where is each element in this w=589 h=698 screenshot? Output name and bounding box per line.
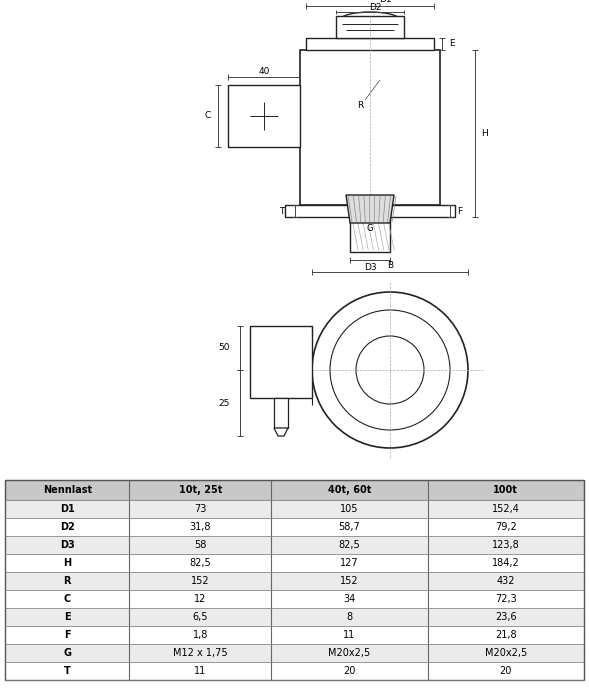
Text: Nennlast: Nennlast <box>42 485 92 495</box>
Text: 11: 11 <box>343 630 356 640</box>
Text: 82,5: 82,5 <box>339 540 360 550</box>
Text: 58: 58 <box>194 540 207 550</box>
Text: R: R <box>357 101 363 110</box>
Text: 1,8: 1,8 <box>193 630 208 640</box>
Text: 105: 105 <box>340 504 359 514</box>
Bar <box>306 38 434 50</box>
Text: 184,2: 184,2 <box>492 558 519 568</box>
Text: D1: D1 <box>60 504 75 514</box>
Text: 58,7: 58,7 <box>339 522 360 532</box>
Text: 100t: 100t <box>494 485 518 495</box>
Text: C: C <box>64 594 71 604</box>
Text: 12: 12 <box>194 594 207 604</box>
Text: D2: D2 <box>60 522 75 532</box>
Text: E: E <box>449 40 455 48</box>
Text: G: G <box>367 224 373 233</box>
Bar <box>5 536 584 554</box>
Bar <box>5 480 584 680</box>
Text: G: G <box>63 648 71 658</box>
Text: 40t, 60t: 40t, 60t <box>328 485 371 495</box>
Text: D3: D3 <box>60 540 75 550</box>
Bar <box>5 500 584 518</box>
Text: E: E <box>64 612 71 622</box>
Bar <box>350 217 390 252</box>
Bar <box>5 608 584 626</box>
Bar <box>5 626 584 644</box>
Text: 123,8: 123,8 <box>492 540 519 550</box>
Text: M20x2,5: M20x2,5 <box>485 648 527 658</box>
Text: M20x2,5: M20x2,5 <box>329 648 370 658</box>
Text: 152,4: 152,4 <box>492 504 519 514</box>
Bar <box>5 590 584 608</box>
Bar <box>285 205 455 217</box>
Bar <box>5 518 584 536</box>
Text: 31,8: 31,8 <box>190 522 211 532</box>
Text: D2: D2 <box>369 3 381 13</box>
Bar <box>5 572 584 590</box>
Text: 20: 20 <box>499 666 512 676</box>
Text: D3: D3 <box>363 264 376 272</box>
Text: 34: 34 <box>343 594 356 604</box>
Bar <box>228 85 300 147</box>
Polygon shape <box>346 195 394 223</box>
Text: 23,6: 23,6 <box>495 612 517 622</box>
Text: D1: D1 <box>379 0 391 3</box>
Bar <box>5 662 584 680</box>
Text: C: C <box>205 112 211 121</box>
Text: F: F <box>458 207 462 216</box>
Text: F: F <box>64 630 71 640</box>
Text: 10t, 25t: 10t, 25t <box>178 485 222 495</box>
Bar <box>300 50 440 205</box>
Text: 152: 152 <box>191 576 210 586</box>
Text: T: T <box>64 666 71 676</box>
Text: 21,8: 21,8 <box>495 630 517 640</box>
Text: 50: 50 <box>219 343 230 352</box>
Text: T: T <box>279 207 284 216</box>
Text: 6,5: 6,5 <box>193 612 208 622</box>
Text: 73: 73 <box>194 504 207 514</box>
Text: 127: 127 <box>340 558 359 568</box>
Text: 152: 152 <box>340 576 359 586</box>
Text: H: H <box>482 129 488 138</box>
Polygon shape <box>274 428 288 436</box>
Bar <box>5 644 584 662</box>
Bar <box>250 326 312 398</box>
Bar <box>5 554 584 572</box>
Text: 72,3: 72,3 <box>495 594 517 604</box>
Text: 8: 8 <box>346 612 353 622</box>
Text: 20: 20 <box>343 666 356 676</box>
Text: 40: 40 <box>259 66 270 75</box>
Bar <box>336 16 404 38</box>
Bar <box>274 398 288 428</box>
Bar <box>5 480 584 500</box>
Text: 11: 11 <box>194 666 207 676</box>
Text: R: R <box>64 576 71 586</box>
Text: 432: 432 <box>497 576 515 586</box>
Text: B: B <box>387 260 393 269</box>
Text: M12 x 1,75: M12 x 1,75 <box>173 648 228 658</box>
Text: H: H <box>63 558 71 568</box>
Text: 79,2: 79,2 <box>495 522 517 532</box>
Text: 25: 25 <box>219 399 230 408</box>
Text: 82,5: 82,5 <box>190 558 211 568</box>
